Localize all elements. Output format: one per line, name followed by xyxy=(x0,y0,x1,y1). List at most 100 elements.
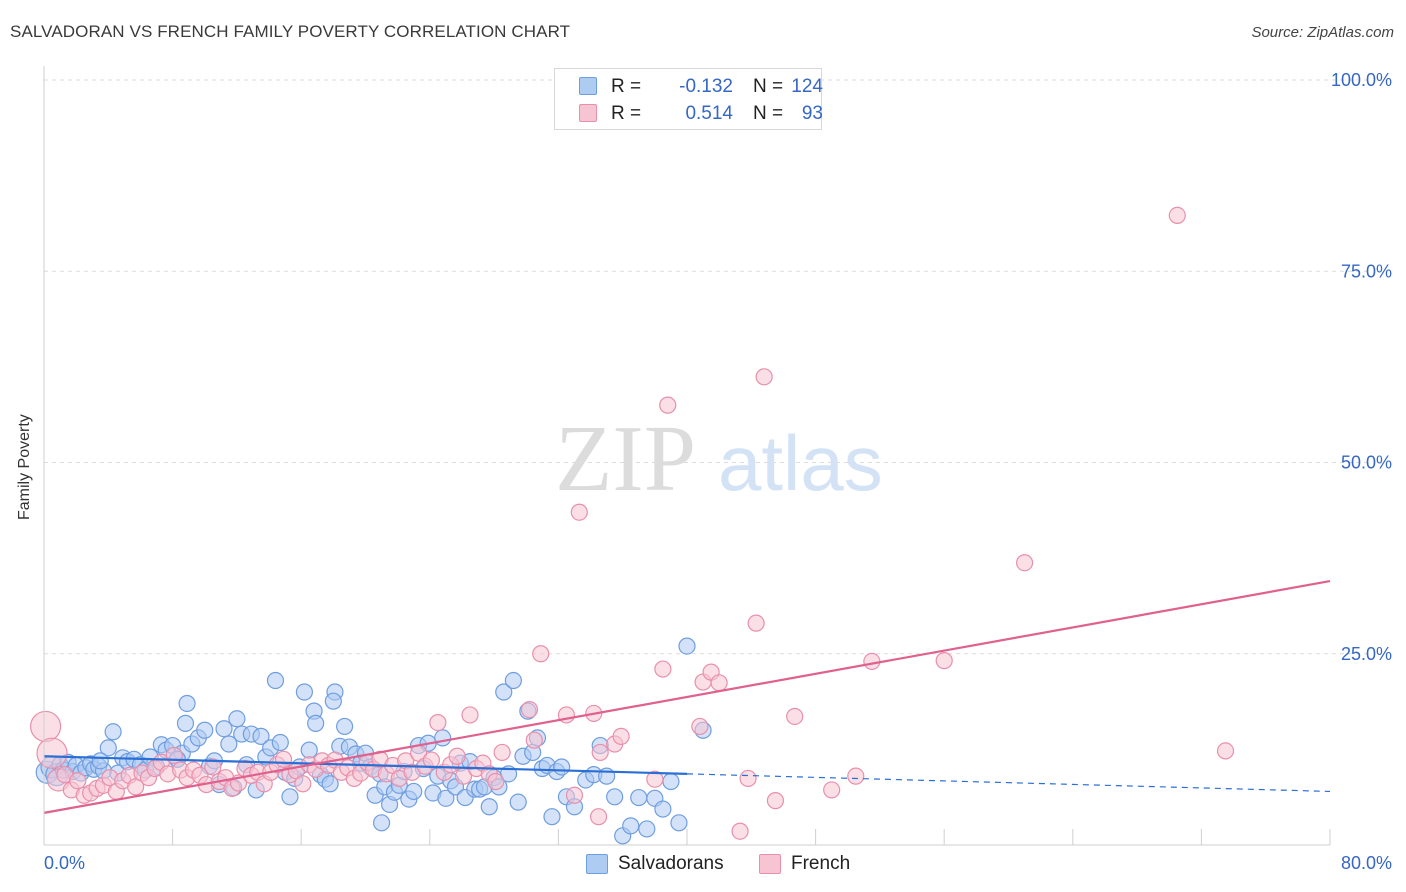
point-french xyxy=(786,707,804,726)
point-salvadorans xyxy=(295,683,314,701)
point-salvadorans xyxy=(437,789,455,807)
correlation-legend: R = -0.132 N = 124 R = 0.514 N = 93 xyxy=(554,68,823,130)
point-french xyxy=(847,767,865,785)
y-tick-label: 100.0% xyxy=(1331,70,1392,90)
point-salvadorans xyxy=(271,733,289,752)
point-french xyxy=(1015,554,1034,572)
point-french xyxy=(448,747,466,765)
point-french xyxy=(935,652,953,670)
point-salvadorans xyxy=(307,714,325,732)
point-salvadorans xyxy=(434,729,452,747)
point-french xyxy=(659,396,677,414)
trendline-french xyxy=(43,579,1331,814)
point-salvadorans xyxy=(176,714,195,732)
point-salvadorans xyxy=(178,694,196,713)
point-salvadorans xyxy=(372,814,391,832)
point-salvadorans xyxy=(91,752,109,770)
point-french xyxy=(127,778,145,796)
point-french xyxy=(429,713,447,732)
bottom-legend-swatch-salvadorans xyxy=(586,854,608,874)
point-salvadorans xyxy=(654,800,672,818)
point-french xyxy=(493,743,511,762)
point-french xyxy=(1168,206,1186,225)
x-tick-label: 0.0% xyxy=(44,853,85,873)
point-salvadorans xyxy=(104,723,122,741)
point-salvadorans xyxy=(324,692,342,710)
trend-layer xyxy=(43,579,1331,814)
point-salvadorans xyxy=(606,788,624,806)
point-french xyxy=(823,781,841,799)
y-tick-label: 25.0% xyxy=(1341,644,1392,664)
point-french xyxy=(739,769,757,788)
legend-r-label: R = xyxy=(611,103,642,124)
trendline-salvadorans xyxy=(43,755,688,775)
point-french xyxy=(1216,742,1235,760)
point-french xyxy=(731,822,749,840)
point-french xyxy=(612,727,630,745)
legend-swatch-salvadorans xyxy=(579,77,597,95)
point-salvadorans xyxy=(405,782,423,801)
y-tick-label: 75.0% xyxy=(1341,261,1392,281)
chart-title: SALVADORAN VS FRENCH FAMILY POVERTY CORR… xyxy=(10,22,571,41)
point-french xyxy=(36,737,68,769)
legend-r-value: 0.514 xyxy=(685,103,733,124)
point-salvadorans xyxy=(215,720,233,738)
watermark: ZIP atlas xyxy=(555,407,883,511)
legend-r-label: R = xyxy=(611,76,642,97)
point-french xyxy=(532,645,550,663)
point-french xyxy=(591,743,609,762)
legend-n-value: 93 xyxy=(801,103,823,124)
point-french xyxy=(520,700,539,719)
legend-n-label: N = xyxy=(753,103,784,124)
point-salvadorans xyxy=(495,683,513,701)
point-salvadorans xyxy=(504,671,522,690)
x-tick-label: 80.0% xyxy=(1341,853,1392,873)
point-french xyxy=(69,772,87,790)
point-salvadorans xyxy=(300,741,318,759)
point-salvadorans xyxy=(509,793,527,811)
bottom-legend-swatch-french xyxy=(759,854,781,874)
point-salvadorans xyxy=(670,814,688,832)
point-salvadorans xyxy=(228,710,246,728)
point-french xyxy=(863,652,881,671)
point-salvadorans xyxy=(196,721,214,739)
point-french xyxy=(294,775,312,793)
legend-swatch-french xyxy=(579,104,597,122)
legend-r-value: -0.132 xyxy=(679,76,733,97)
point-french xyxy=(747,614,765,632)
point-salvadorans xyxy=(553,758,571,776)
bottom-legend-label-french: French xyxy=(791,853,851,874)
source-label: Source: ZipAtlas.com xyxy=(1251,24,1394,41)
point-salvadorans xyxy=(336,717,354,736)
point-french xyxy=(30,710,62,743)
point-salvadorans xyxy=(321,775,339,793)
watermark-zip: ZIP xyxy=(555,407,696,511)
point-french xyxy=(204,758,222,776)
point-salvadorans xyxy=(266,671,285,690)
point-french xyxy=(646,770,664,788)
bottom-legend-label-salvadorans: Salvadorans xyxy=(618,853,724,874)
point-salvadorans xyxy=(678,637,696,655)
point-salvadorans xyxy=(480,798,498,816)
point-salvadorans xyxy=(662,772,680,791)
legend-n-value: 124 xyxy=(791,76,823,97)
point-french xyxy=(565,786,584,804)
point-french xyxy=(710,674,728,692)
trendline-extension-salvadorans xyxy=(686,773,1331,793)
point-salvadorans xyxy=(281,788,299,806)
point-salvadorans xyxy=(220,735,238,753)
point-french xyxy=(691,717,709,736)
point-french xyxy=(461,706,479,724)
point-french xyxy=(755,368,773,386)
point-salvadorans xyxy=(630,788,648,807)
point-french xyxy=(766,792,785,810)
grid-layer xyxy=(44,79,1370,655)
watermark-atlas: atlas xyxy=(718,419,883,507)
point-french xyxy=(525,731,543,749)
legend-n-label: N = xyxy=(753,76,784,97)
point-salvadorans xyxy=(638,820,656,838)
point-french xyxy=(274,750,293,768)
point-french xyxy=(422,751,441,769)
point-salvadorans xyxy=(99,739,117,757)
